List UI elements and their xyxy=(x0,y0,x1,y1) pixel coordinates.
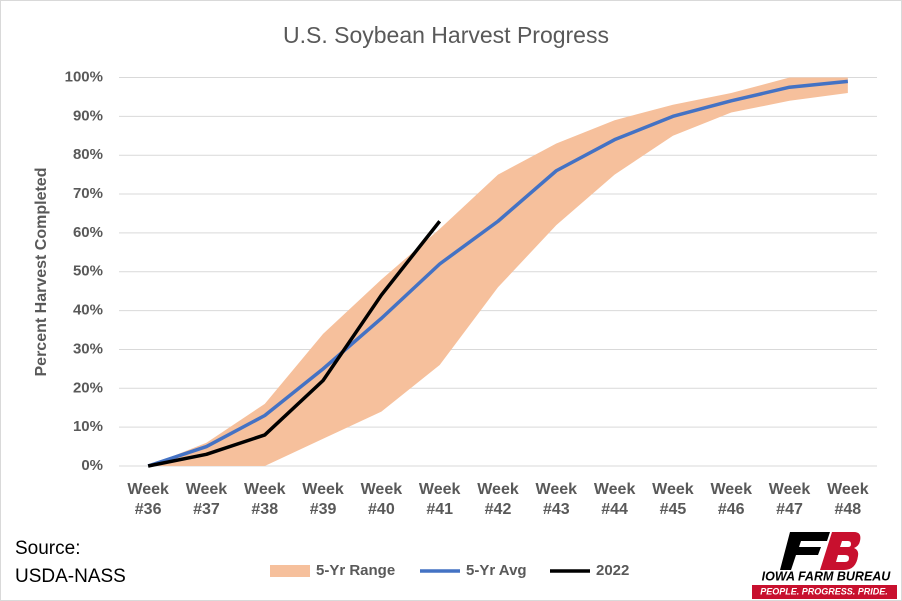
legend-label: 5-Yr Range xyxy=(316,562,395,579)
x-tick-label: Week #42 xyxy=(477,481,519,518)
logo-f xyxy=(780,532,830,570)
logo-band xyxy=(752,585,897,599)
y-tick-label: 20% xyxy=(73,379,103,396)
legend-label: 2022 xyxy=(596,562,629,579)
logo-tagline: PEOPLE. PROGRESS. PRIDE. xyxy=(760,586,888,596)
y-tick-label: 30% xyxy=(73,340,103,357)
logo-b xyxy=(820,532,861,570)
legend-label: 5-Yr Avg xyxy=(466,562,527,579)
line xyxy=(147,220,442,468)
y-tick-label: 80% xyxy=(73,146,103,163)
x-tick-label: Week #48 xyxy=(827,481,869,518)
x-tick-label: Week #44 xyxy=(593,481,636,518)
x-tick-label: Week #46 xyxy=(710,481,752,518)
source-line: USDA-NASS xyxy=(15,566,126,587)
x-tick-label: Week #41 xyxy=(418,481,461,518)
y-tick-label: 0% xyxy=(81,457,103,474)
chart-title: U.S. Soybean Harvest Progress xyxy=(283,22,609,48)
y-tick-label: 90% xyxy=(73,107,103,124)
x-tick-label: Week #45 xyxy=(652,481,694,518)
x-tick-label: Week #47 xyxy=(768,481,811,518)
x-tick-label: Week #43 xyxy=(535,481,578,518)
line xyxy=(147,79,849,468)
y-tick-label: 100% xyxy=(65,68,103,85)
x-tick-label: Week #38 xyxy=(244,481,286,518)
x-tick-label: Week #36 xyxy=(127,481,169,518)
logo-name: IOWA FARM BUREAU xyxy=(762,569,892,583)
x-tick-label: Week #40 xyxy=(360,481,403,518)
x-tick-label: Week #37 xyxy=(185,481,228,518)
source-line: Source: xyxy=(15,538,81,559)
y-tick-label: 40% xyxy=(73,302,103,319)
x-tick-label: Week #39 xyxy=(302,481,344,518)
legend-swatch xyxy=(270,565,310,577)
y-axis-title: Percent Harvest Completed xyxy=(33,168,50,377)
y-tick-label: 50% xyxy=(73,263,103,280)
y-tick-label: 60% xyxy=(73,224,103,241)
y-tick-label: 70% xyxy=(73,185,103,202)
y-tick-label: 10% xyxy=(73,418,103,435)
logo xyxy=(752,532,897,599)
